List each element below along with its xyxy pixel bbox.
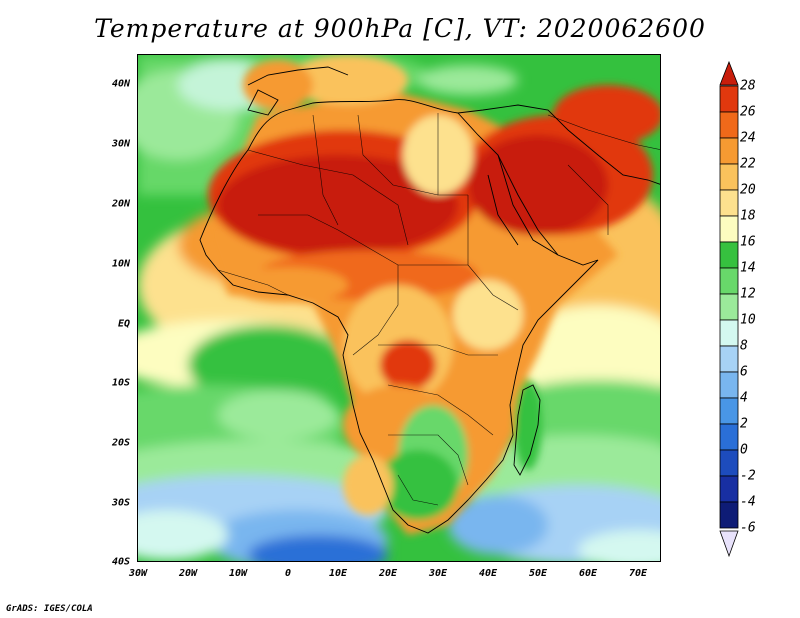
lon-label-30e: 30E [428,568,448,579]
lat-label-20n: 20N [111,198,130,210]
colorbar-swatch [719,267,739,295]
lon-label-50e: 50E [528,568,548,579]
lat-label-20s: 20S [111,437,130,449]
colorbar [719,60,739,558]
colorbar-label-12: 12 [740,286,756,302]
temperature-map [137,54,661,562]
colorbar-swatch [719,371,739,399]
colorbar-swatch [719,241,739,269]
lat-label-30n: 30N [111,138,130,150]
colorbar-swatch [719,189,739,217]
colorbar-top-arrow [719,60,739,86]
lat-label-40s: 40S [111,556,130,568]
lat-label-40n: 40N [111,78,130,90]
colorbar-label-18: 18 [740,208,756,224]
colorbar-swatch [719,319,739,347]
lat-label-10s: 10S [111,377,130,389]
colorbar-label-4: 4 [740,390,748,406]
lon-label-0: 0 [284,568,292,579]
colorbar-swatch [719,215,739,243]
colorbar-label-20: 20 [740,182,756,198]
colorbar-label-22: 22 [740,156,756,172]
colorbar-swatch [719,449,739,477]
colorbar-label-neg6: -6 [740,520,756,536]
colorbar-swatch [719,293,739,321]
colorbar-label-16: 16 [740,234,756,250]
lon-label-60e: 60E [578,568,598,579]
grads-credit: GrADS: IGES/COLA [6,604,93,614]
colorbar-bottom-arrow [719,530,739,558]
map-field [138,55,660,561]
colorbar-swatch [719,423,739,451]
colorbar-swatch [719,345,739,373]
lon-label-40e: 40E [478,568,498,579]
lat-label-eq: EQ [117,318,130,330]
colorbar-label-neg2: -2 [740,468,756,484]
lon-label-30w: 30W [128,568,148,579]
colorbar-label-24: 24 [740,130,756,146]
colorbar-label-6: 6 [740,364,748,380]
colorbar-swatch [719,111,739,139]
colorbar-swatch [719,137,739,165]
borders [217,113,660,506]
colorbar-label-26: 26 [740,104,756,120]
colorbar-label-28: 28 [740,78,756,94]
colorbar-label-2: 2 [740,416,748,432]
lon-label-10w: 10W [228,568,248,579]
colorbar-swatch [719,163,739,191]
colorbar-swatch [719,501,739,529]
colorbar-label-10: 10 [740,312,756,328]
lon-label-10e: 10E [328,568,348,579]
colorbar-label-8: 8 [740,338,748,354]
colorbar-swatch [719,85,739,113]
lat-label-30s: 30S [111,497,130,509]
land-field [208,55,660,535]
lon-label-20w: 20W [178,568,198,579]
colorbar-label-14: 14 [740,260,756,276]
colorbar-swatch [719,397,739,425]
colorbar-label-neg4: -4 [740,494,756,510]
lon-label-70e: 70E [628,568,648,579]
lat-label-10n: 10N [111,258,130,270]
map-title: Temperature at 900hPa [C], VT: 202006260… [94,14,706,43]
colorbar-swatch [719,475,739,503]
lon-label-20e: 20E [378,568,398,579]
colorbar-label-0: 0 [740,442,748,458]
